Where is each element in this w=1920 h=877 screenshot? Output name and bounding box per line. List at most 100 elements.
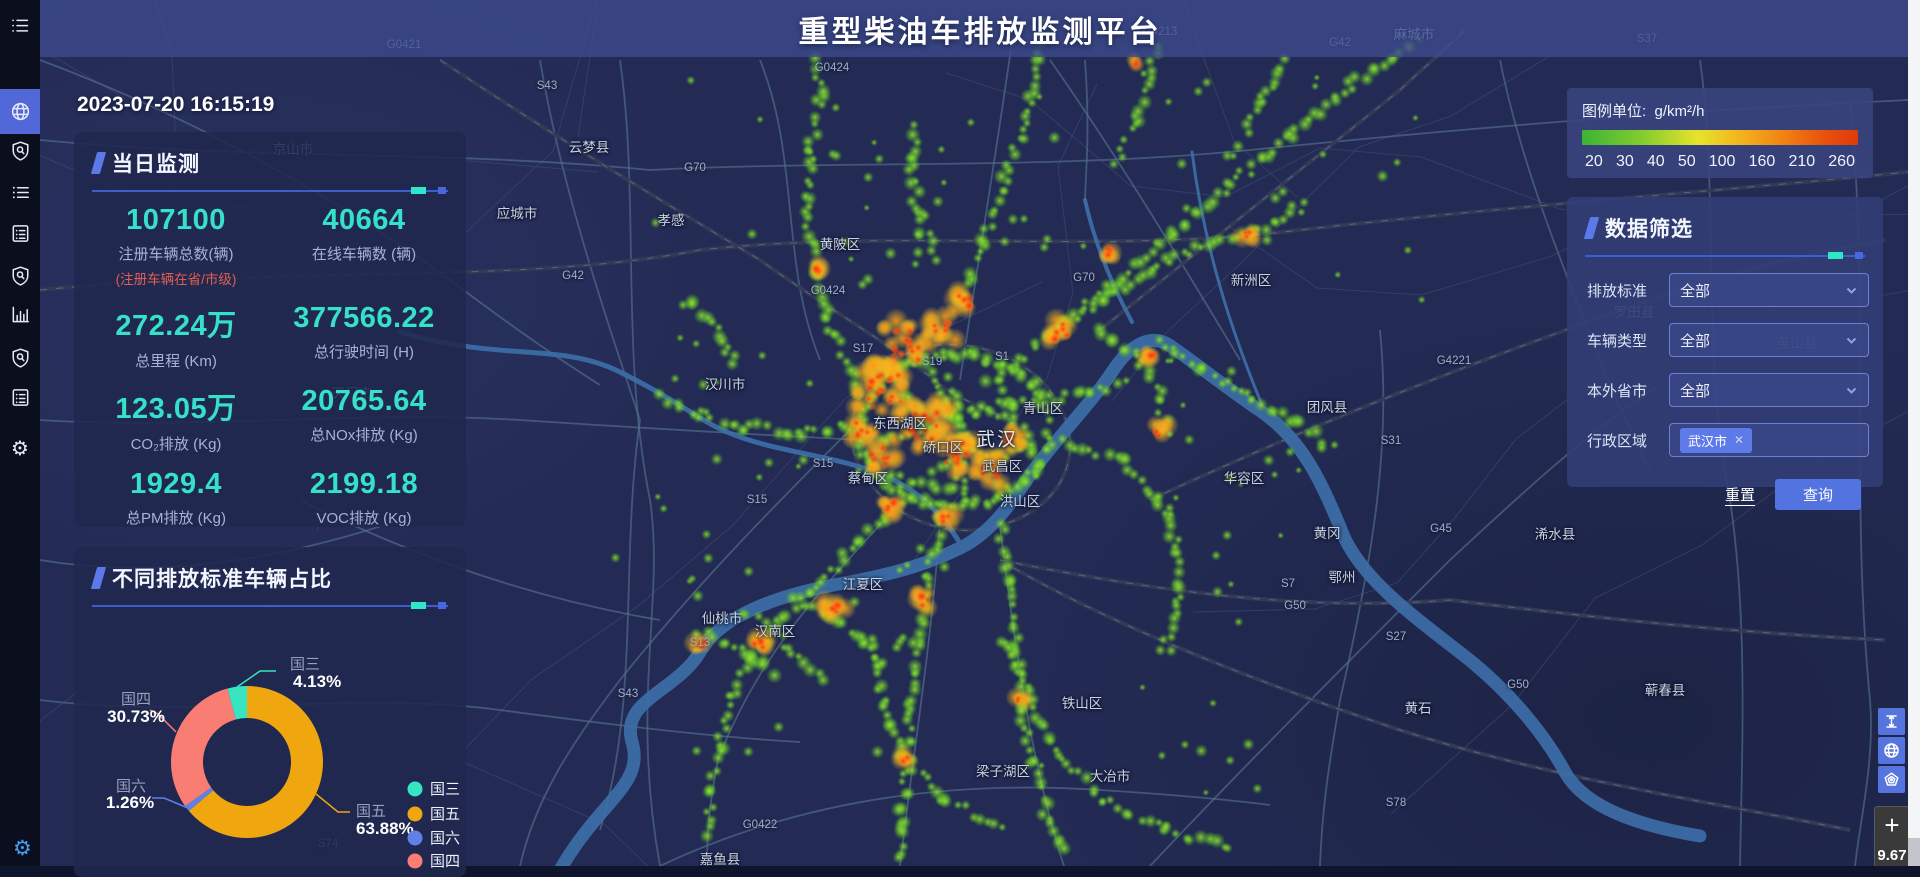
stat-label: 总里程 (Km) xyxy=(135,353,217,370)
filter-select-2[interactable]: 全部 xyxy=(1669,373,1869,407)
globe-icon xyxy=(11,102,29,120)
bar-chart-icon xyxy=(12,306,29,322)
pie-slice-国六[interactable] xyxy=(185,787,214,811)
pie-callout-name: 国四 xyxy=(121,691,151,708)
stat-item: 20765.64 总NOx排放 (Kg) xyxy=(270,385,458,454)
sidebar-item-3-document-list-icon[interactable] xyxy=(0,213,40,253)
filter-row: 排放标准 全部 xyxy=(1587,273,1869,307)
stat-value: 123.05万 xyxy=(115,393,237,425)
sidebar: ⚙ xyxy=(0,0,40,866)
menu-icon xyxy=(11,19,28,32)
pie-legend-label[interactable]: 国三 xyxy=(430,781,460,798)
pie-slice-国五[interactable] xyxy=(188,686,324,838)
region-tag-label: 武汉市 xyxy=(1688,433,1728,449)
chevron-down-icon xyxy=(1846,387,1857,394)
pie-legend-dot[interactable] xyxy=(407,806,423,822)
zoom-in-button[interactable]: + xyxy=(1874,806,1910,845)
pie-legend-dot[interactable] xyxy=(407,781,423,797)
select-value: 全部 xyxy=(1680,282,1711,300)
pie-slice-国三[interactable] xyxy=(227,686,247,720)
emission-standard-pie-panel: 不同排放标准车辆占比 国三 4.13% 国四 30.73% 国六 1.26% 国五 63.88… xyxy=(74,547,466,877)
remove-tag-icon[interactable]: ✕ xyxy=(1734,433,1745,447)
filter-row: 车辆类型 全部 xyxy=(1587,323,1869,357)
shield-search-icon xyxy=(11,347,29,368)
sidebar-item-2-list-icon[interactable] xyxy=(0,172,40,212)
stat-value: 377566.22 xyxy=(293,302,435,334)
filter-panel-title: 数据筛选 xyxy=(1605,218,1693,241)
filter-tag-input[interactable]: 武汉市 ✕ xyxy=(1669,423,1869,457)
stat-label: 总PM排放 (Kg) xyxy=(125,510,226,527)
pie-callout-name: 国六 xyxy=(116,778,146,795)
pie-legend-label[interactable]: 国五 xyxy=(430,806,460,823)
basemap-toggle-button[interactable] xyxy=(1878,737,1905,764)
shield-search-icon xyxy=(11,265,29,286)
panel-divider xyxy=(92,602,448,609)
stats-grid: 107100 注册车辆总数(辆) (注册车辆在省/市级) 40664 在线车辆数 (辆)… xyxy=(74,192,466,542)
daily-monitor-panel: 当日监测 107100 注册车辆总数(辆) (注册车辆在省/市级) 40664 在线车辆… xyxy=(74,132,466,527)
filter-select-0[interactable]: 全部 xyxy=(1669,273,1869,307)
page-title: 重型柴油车排放监测平台 xyxy=(798,15,1162,49)
pie-legend-label[interactable]: 国六 xyxy=(430,830,460,847)
sidebar-item-5-bar-chart-icon[interactable] xyxy=(0,294,40,334)
page-scrollbar[interactable] xyxy=(1908,0,1920,866)
stat-item: 123.05万 CO₂排放 (Kg) xyxy=(82,385,270,454)
scrollbar-thumb[interactable] xyxy=(1908,0,1920,838)
filter-label: 车辆类型 xyxy=(1587,332,1648,350)
gear-icon: ⚙ xyxy=(11,438,29,460)
stat-label: 总行驶时间 (H) xyxy=(314,344,414,361)
3d-layer-button[interactable] xyxy=(1878,766,1905,793)
sidebar-item-8-gear-icon[interactable]: ⚙ xyxy=(0,429,40,469)
chevron-down-icon xyxy=(1846,337,1857,344)
pie-callout-name: 国三 xyxy=(290,656,320,673)
heatmap-legend-panel: 图例单位: g/km²/h 20 30 40 50 100 160 210 260 xyxy=(1567,88,1873,178)
sidebar-item-1-shield-search-icon[interactable] xyxy=(0,130,40,170)
filter-select-1[interactable]: 全部 xyxy=(1669,323,1869,357)
stat-label: 总NOx排放 (Kg) xyxy=(310,427,418,444)
filter-label: 排放标准 xyxy=(1587,282,1648,300)
select-value: 全部 xyxy=(1680,382,1711,400)
query-button[interactable]: 查询 xyxy=(1775,479,1861,510)
sidebar-item-7-document-list-icon[interactable] xyxy=(0,377,40,417)
stat-item: 2199.18 VOC排放 (Kg) xyxy=(270,468,458,528)
pie-callout-percent: 30.73% xyxy=(107,707,165,726)
pie-callout-percent: 1.26% xyxy=(106,793,154,812)
shield-search-icon xyxy=(11,140,29,161)
legend-tick: 260 xyxy=(1828,153,1855,170)
sidebar-item-4-shield-search-icon[interactable] xyxy=(0,255,40,295)
title-slash-icon xyxy=(90,152,107,174)
reset-button[interactable]: 重置 xyxy=(1724,487,1755,504)
filter-row: 本外省市 全部 xyxy=(1587,373,1869,407)
legend-tick: 40 xyxy=(1646,153,1665,170)
pie-slice-国四[interactable] xyxy=(171,688,236,807)
pie-legend-dot[interactable] xyxy=(407,830,423,846)
pie-callout-percent: 63.88% xyxy=(356,819,414,838)
settings-gear-icon[interactable]: ⚙ xyxy=(13,837,32,860)
stat-value: 1929.4 xyxy=(130,468,222,500)
select-value: 全部 xyxy=(1680,332,1711,350)
legend-tick: 50 xyxy=(1677,153,1696,170)
pie-legend-label[interactable]: 国四 xyxy=(430,853,460,870)
stat-label: 在线车辆数 (辆) xyxy=(311,246,417,263)
sidebar-item-0-globe-icon[interactable] xyxy=(0,88,40,134)
region-tag[interactable]: 武汉市 ✕ xyxy=(1680,427,1753,453)
menu-button[interactable] xyxy=(0,6,40,46)
legend-tick: 160 xyxy=(1748,153,1776,170)
stat-item: 1929.4 总PM排放 (Kg) xyxy=(82,468,270,528)
pie-callout-name: 国五 xyxy=(356,803,386,820)
legend-tick: 20 xyxy=(1585,153,1603,170)
panel-divider xyxy=(1585,252,1865,259)
measure-tool-button[interactable] xyxy=(1878,708,1905,735)
filter-label: 本外省市 xyxy=(1587,382,1648,400)
list-icon xyxy=(12,186,29,198)
stat-label: CO₂排放 (Kg) xyxy=(130,436,222,453)
pie-legend-dot[interactable] xyxy=(407,853,423,869)
legend-ticks: 20 30 40 50 100 160 210 260 xyxy=(1585,153,1855,171)
stat-value: 2199.18 xyxy=(309,468,419,500)
legend-tick: 100 xyxy=(1708,153,1736,170)
stat-value: 20765.64 xyxy=(301,385,427,417)
pie-callout-line xyxy=(149,709,177,733)
stat-label: VOC排放 (Kg) xyxy=(316,510,412,527)
pie-panel-title: 不同排放标准车辆占比 xyxy=(112,568,332,591)
sidebar-item-6-shield-search-icon[interactable] xyxy=(0,337,40,377)
